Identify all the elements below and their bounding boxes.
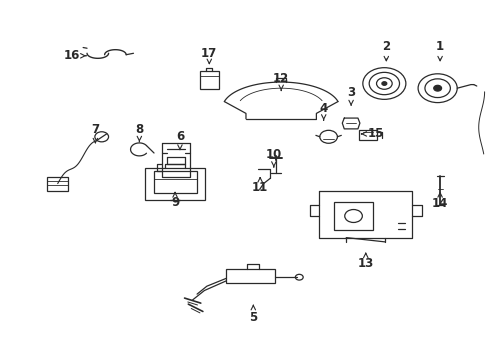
Text: 12: 12	[272, 72, 289, 91]
Text: 16: 16	[64, 49, 86, 62]
Text: 2: 2	[382, 40, 389, 61]
Text: 10: 10	[265, 148, 282, 167]
Circle shape	[381, 82, 386, 85]
Bar	[358, 130, 376, 140]
Text: 7: 7	[91, 123, 99, 143]
Bar	[333, 202, 372, 230]
Text: 8: 8	[135, 123, 143, 142]
Text: 11: 11	[251, 177, 268, 194]
Bar	[144, 168, 205, 200]
Text: 15: 15	[361, 127, 383, 140]
Bar	[153, 171, 196, 193]
Bar	[47, 177, 68, 191]
Bar	[199, 71, 219, 89]
Text: 17: 17	[201, 47, 217, 64]
Circle shape	[433, 85, 441, 91]
Text: 3: 3	[346, 86, 354, 105]
Text: 5: 5	[249, 305, 257, 324]
Text: 4: 4	[319, 102, 327, 120]
Text: 13: 13	[357, 253, 373, 270]
Text: 14: 14	[431, 193, 447, 210]
Text: 1: 1	[435, 40, 443, 61]
Text: 6: 6	[176, 130, 183, 149]
Text: 9: 9	[171, 193, 179, 209]
Bar	[226, 269, 275, 283]
